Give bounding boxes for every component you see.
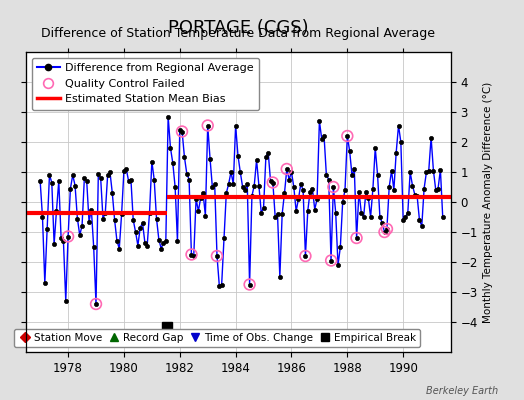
Y-axis label: Monthly Temperature Anomaly Difference (°C): Monthly Temperature Anomaly Difference (… <box>483 81 493 323</box>
Point <box>383 226 391 232</box>
Text: Berkeley Earth: Berkeley Earth <box>425 386 498 396</box>
Text: Difference of Station Temperature Data from Regional Average: Difference of Station Temperature Data f… <box>41 27 435 40</box>
Point <box>187 251 195 258</box>
Point <box>178 128 186 135</box>
Point <box>352 235 361 241</box>
Point <box>245 281 254 288</box>
Legend: Station Move, Record Gap, Time of Obs. Change, Empirical Break: Station Move, Record Gap, Time of Obs. C… <box>14 329 420 347</box>
Point <box>380 229 389 235</box>
Point <box>269 179 277 186</box>
Point <box>282 166 291 172</box>
Point <box>327 257 335 264</box>
Title: PORTAGE (CGS): PORTAGE (CGS) <box>168 18 309 36</box>
Point <box>343 133 352 139</box>
Point <box>92 301 100 307</box>
Point <box>64 233 72 240</box>
Point <box>301 253 310 259</box>
Point <box>213 253 221 259</box>
Point <box>329 184 337 190</box>
Point <box>203 122 212 129</box>
